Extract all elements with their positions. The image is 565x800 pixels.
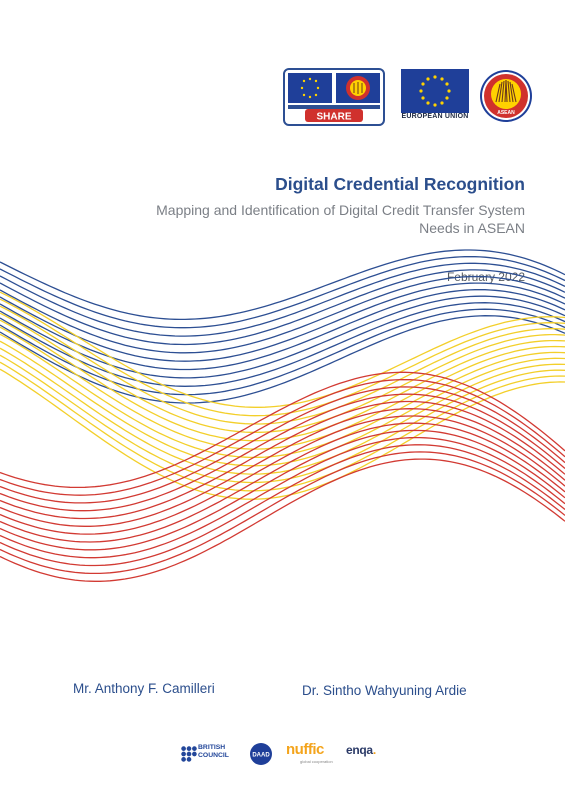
wave-line [0,361,565,492]
wave-line [0,249,565,321]
wave-line [0,298,565,417]
wave-line [0,422,565,543]
british-council-line-1: BRITISH [198,744,226,751]
wave-line [0,429,565,551]
author-1: Mr. Anthony F. Camilleri [73,681,215,696]
wave-line [0,371,565,489]
wave-line [0,347,565,475]
daad-logo: DAAD [250,743,272,765]
enqa-logo-text: enqa [346,743,373,757]
wave-line [0,291,565,408]
share-logo: SHARE [283,68,385,126]
author-2: Dr. Sintho Wahyuning Ardie [302,683,467,698]
wave-line [0,262,565,337]
subtitle-line-2: Needs in ASEAN [419,220,525,236]
wave-line [0,386,565,504]
wave-line [0,302,565,387]
wave-line [0,326,565,450]
wave-line [0,400,565,520]
british-council-logo [181,746,197,762]
wave-line [0,282,565,362]
nuffic-tagline: global cooperation [300,759,333,764]
wave-line [0,458,565,582]
wave-line [0,415,565,535]
eu-caption: EUROPEAN UNION [401,113,469,120]
british-council-text: BRITISH COUNCIL [198,744,229,760]
decorative-wave-lines [0,249,565,582]
wave-line [0,378,565,496]
wave-line [0,354,565,484]
wave-line [0,308,565,396]
wave-line [0,436,565,559]
wave-line [0,393,565,512]
wave-line [0,333,565,459]
subtitle-line-1: Mapping and Identification of Digital Cr… [156,202,525,218]
wave-line [0,340,565,467]
document-subtitle: Mapping and Identification of Digital Cr… [65,201,525,237]
daad-logo-text: DAAD [252,753,270,759]
wave-line [0,275,565,354]
wave-line [0,305,565,425]
british-council-line-2: COUNCIL [198,752,229,759]
wave-line [0,269,565,346]
asean-logo-text: ASEAN [497,110,515,116]
asean-logo: ASEAN [480,70,532,122]
share-logo-text: SHARE [316,112,351,123]
wave-line [0,319,565,442]
wave-line [0,408,565,527]
document-title: Digital Credential Recognition [275,174,525,194]
enqa-dot: . [372,743,376,757]
wave-line [0,451,565,575]
eu-flag-logo [401,69,469,113]
wave-line [0,444,565,567]
wave-line [0,315,565,404]
wave-line [0,295,565,379]
wave-line [0,312,565,434]
nuffic-logo: nuffic [286,741,324,758]
enqa-logo: enqa. [346,743,376,757]
wave-line [0,368,565,500]
wave-line [0,256,565,329]
wave-line [0,289,565,371]
